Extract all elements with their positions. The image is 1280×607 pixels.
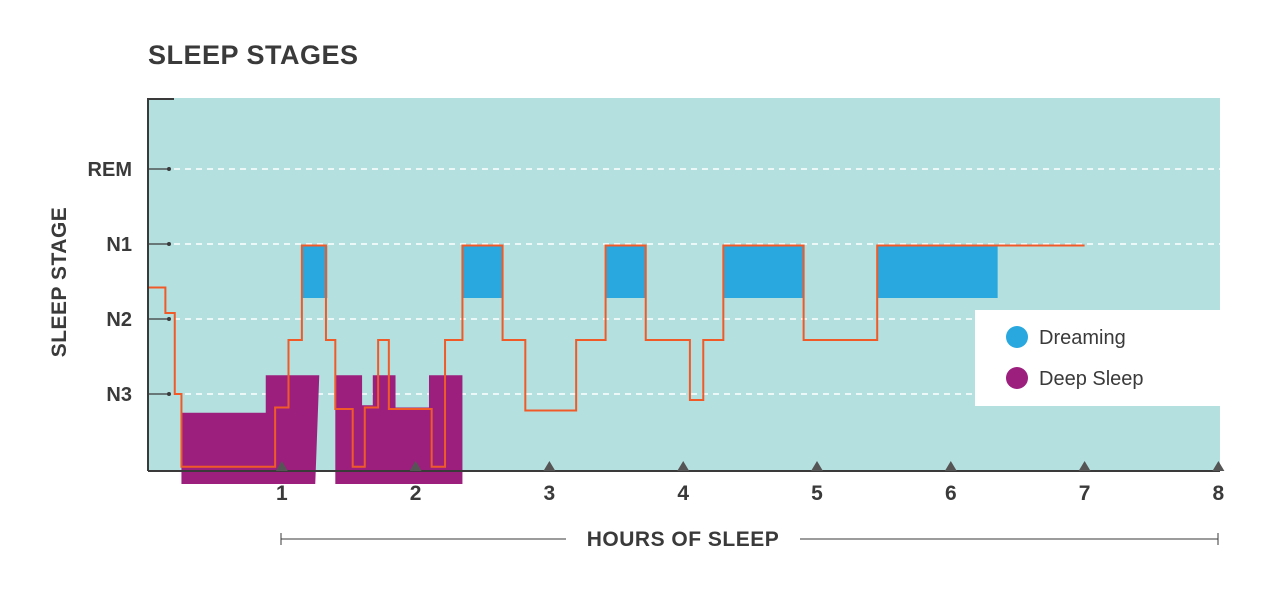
x-tick-marker-6 bbox=[944, 461, 957, 471]
deep-sleep-areas bbox=[181, 375, 463, 484]
deep-sleep-area-2 bbox=[335, 375, 463, 484]
x-tick-marker-8 bbox=[1212, 461, 1225, 471]
dreaming-areas bbox=[301, 245, 998, 298]
x-tick-marker-1 bbox=[275, 461, 288, 471]
x-tick-marker-5 bbox=[811, 461, 823, 471]
x-tick-label-2: 2 bbox=[410, 482, 422, 505]
dreaming-band-3 bbox=[605, 245, 646, 298]
y-tick-marks bbox=[148, 167, 171, 396]
y-tick-labels: N3 N2 N1 REM bbox=[88, 159, 132, 406]
sleep-stage-line bbox=[148, 244, 1085, 468]
x-tick-marker-2 bbox=[409, 461, 422, 471]
x-axis-label-group: HOURS OF SLEEP bbox=[280, 522, 1219, 554]
x-tick-marker-4 bbox=[677, 461, 690, 471]
x-tick-label-7: 7 bbox=[1079, 482, 1091, 505]
y-tick-dot-n3 bbox=[167, 392, 171, 396]
legend-swatch-dreaming bbox=[1006, 326, 1028, 348]
y-axis-label: SLEEP STAGE bbox=[48, 207, 71, 358]
y-tick-label-n3: N3 bbox=[106, 384, 132, 406]
y-tick-label-n2: N2 bbox=[106, 309, 132, 331]
y-tick-dot-n2 bbox=[167, 317, 171, 321]
deep-sleep-area-1 bbox=[181, 375, 320, 484]
legend-label-deep-sleep: Deep Sleep bbox=[1039, 368, 1144, 390]
dreaming-band-1 bbox=[301, 245, 328, 298]
y-tick-label-n1: N1 bbox=[106, 234, 132, 256]
x-axis-label-backdrop bbox=[566, 522, 800, 554]
legend-swatch-deep-sleep bbox=[1006, 367, 1028, 389]
x-axis-label: HOURS OF SLEEP bbox=[587, 528, 780, 551]
x-tick-marker-7 bbox=[1078, 461, 1091, 471]
x-tick-marker-3 bbox=[543, 461, 556, 471]
x-tick-label-4: 4 bbox=[677, 482, 689, 505]
dreaming-band-5 bbox=[877, 245, 998, 298]
x-tick-label-8: 8 bbox=[1213, 482, 1225, 505]
y-tick-dot-n1 bbox=[167, 242, 171, 246]
dreaming-band-4 bbox=[723, 245, 804, 298]
x-tick-label-5: 5 bbox=[811, 482, 823, 505]
chart-title: SLEEP STAGES bbox=[148, 40, 359, 70]
y-tick-label-rem: REM bbox=[88, 159, 132, 181]
legend: Dreaming Deep Sleep bbox=[975, 310, 1220, 406]
dreaming-band-2 bbox=[462, 245, 503, 298]
legend-label-dreaming: Dreaming bbox=[1039, 327, 1126, 349]
x-tick-label-3: 3 bbox=[544, 482, 556, 505]
x-tick-label-6: 6 bbox=[945, 482, 957, 505]
x-ticks: 1 2 3 4 5 6 7 8 bbox=[275, 461, 1225, 505]
legend-box bbox=[975, 310, 1220, 406]
x-tick-label-1: 1 bbox=[276, 482, 288, 505]
y-tick-dot-rem bbox=[167, 167, 171, 171]
